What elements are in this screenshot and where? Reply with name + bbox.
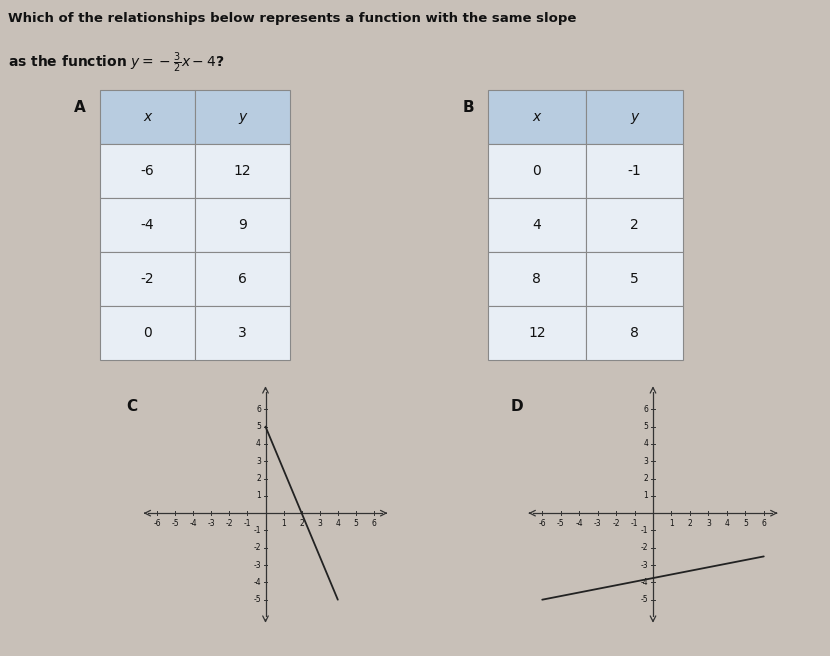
Text: -4: -4 xyxy=(141,218,154,232)
Text: -6: -6 xyxy=(140,164,154,178)
Text: 2: 2 xyxy=(643,474,648,483)
Text: 5: 5 xyxy=(256,422,261,431)
Text: 6: 6 xyxy=(238,272,247,286)
Bar xyxy=(195,144,290,198)
Text: y: y xyxy=(630,110,638,124)
Bar xyxy=(100,252,195,306)
Text: -1: -1 xyxy=(627,164,641,178)
Bar xyxy=(488,198,585,252)
Bar xyxy=(488,306,585,360)
Text: 12: 12 xyxy=(234,164,251,178)
Text: -4: -4 xyxy=(189,519,197,528)
Text: -4: -4 xyxy=(253,578,261,587)
Text: as the function $y = -\frac{3}{2}x - 4$?: as the function $y = -\frac{3}{2}x - 4$? xyxy=(8,51,225,75)
Text: 2: 2 xyxy=(300,519,304,528)
Bar xyxy=(585,306,683,360)
Bar xyxy=(488,252,585,306)
Text: -2: -2 xyxy=(613,519,620,528)
Text: 5: 5 xyxy=(643,422,648,431)
Text: -3: -3 xyxy=(641,561,648,569)
Bar xyxy=(195,252,290,306)
Text: A: A xyxy=(74,100,85,115)
Text: -5: -5 xyxy=(253,595,261,604)
Text: 3: 3 xyxy=(256,457,261,466)
Text: -6: -6 xyxy=(154,519,161,528)
Text: D: D xyxy=(510,400,523,415)
Text: 4: 4 xyxy=(335,519,340,528)
Text: 4: 4 xyxy=(725,519,730,528)
Text: 5: 5 xyxy=(630,272,638,286)
Text: -3: -3 xyxy=(253,561,261,569)
Bar xyxy=(585,144,683,198)
Text: 3: 3 xyxy=(317,519,322,528)
Text: C: C xyxy=(126,400,138,415)
Text: 1: 1 xyxy=(643,491,648,501)
Text: 12: 12 xyxy=(528,326,545,340)
Text: 3: 3 xyxy=(238,326,247,340)
Bar xyxy=(488,144,585,198)
Text: 6: 6 xyxy=(372,519,376,528)
Text: 5: 5 xyxy=(354,519,359,528)
Text: 1: 1 xyxy=(669,519,674,528)
Text: -2: -2 xyxy=(641,543,648,552)
Text: 4: 4 xyxy=(532,218,541,232)
Text: 9: 9 xyxy=(238,218,247,232)
Text: -1: -1 xyxy=(631,519,638,528)
Text: -1: -1 xyxy=(641,526,648,535)
Text: 8: 8 xyxy=(630,326,639,340)
Text: 1: 1 xyxy=(256,491,261,501)
Bar xyxy=(195,90,290,144)
Text: 5: 5 xyxy=(743,519,748,528)
Text: 2: 2 xyxy=(630,218,638,232)
Bar xyxy=(585,90,683,144)
Text: -1: -1 xyxy=(244,519,251,528)
Text: -2: -2 xyxy=(226,519,233,528)
Text: -5: -5 xyxy=(557,519,564,528)
Text: -6: -6 xyxy=(539,519,546,528)
Text: 2: 2 xyxy=(687,519,692,528)
Text: 8: 8 xyxy=(532,272,541,286)
Bar xyxy=(195,306,290,360)
Text: 1: 1 xyxy=(281,519,286,528)
Text: 3: 3 xyxy=(706,519,710,528)
Text: 6: 6 xyxy=(643,405,648,414)
Bar xyxy=(585,198,683,252)
Bar xyxy=(585,252,683,306)
Text: 4: 4 xyxy=(256,440,261,449)
Text: -3: -3 xyxy=(593,519,602,528)
Text: 2: 2 xyxy=(256,474,261,483)
Text: x: x xyxy=(533,110,541,124)
Text: 6: 6 xyxy=(256,405,261,414)
Text: 0: 0 xyxy=(143,326,152,340)
Text: -2: -2 xyxy=(141,272,154,286)
Text: -1: -1 xyxy=(253,526,261,535)
Bar xyxy=(100,144,195,198)
Text: -5: -5 xyxy=(641,595,648,604)
Text: 3: 3 xyxy=(643,457,648,466)
Text: -4: -4 xyxy=(641,578,648,587)
Bar xyxy=(100,90,195,144)
Text: 4: 4 xyxy=(643,440,648,449)
Text: 0: 0 xyxy=(532,164,541,178)
Bar xyxy=(195,198,290,252)
Text: -5: -5 xyxy=(171,519,179,528)
Bar xyxy=(100,198,195,252)
Text: 6: 6 xyxy=(761,519,766,528)
Text: Which of the relationships below represents a function with the same slope: Which of the relationships below represe… xyxy=(8,12,577,25)
Text: -4: -4 xyxy=(575,519,583,528)
Bar xyxy=(488,90,585,144)
Text: y: y xyxy=(238,110,247,124)
Bar xyxy=(100,306,195,360)
Text: x: x xyxy=(144,110,152,124)
Text: B: B xyxy=(462,100,474,115)
Text: -2: -2 xyxy=(253,543,261,552)
Text: -3: -3 xyxy=(208,519,215,528)
